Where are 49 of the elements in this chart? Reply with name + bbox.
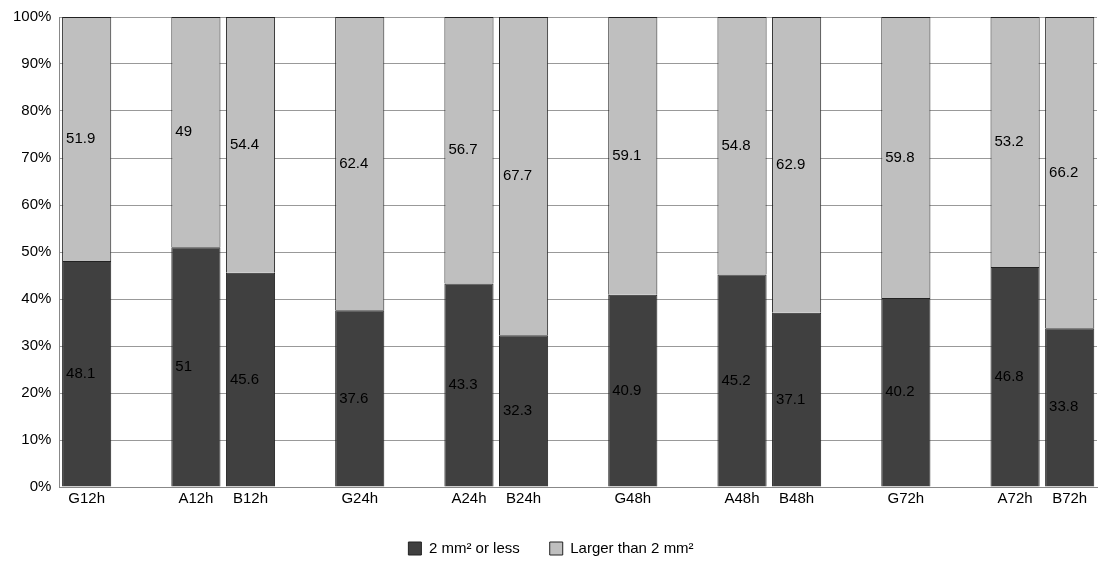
x-tick-label: G48h [614, 489, 652, 507]
x-tick-label: A12h [178, 489, 214, 507]
y-tick-label: 10% [21, 430, 52, 448]
y-tick-label: 0% [29, 477, 52, 495]
y-tick-label: 90% [21, 54, 52, 72]
data-label: 45.2 [721, 370, 751, 388]
x-tick-label: B12h [232, 489, 269, 507]
data-label: 49 [175, 122, 193, 140]
data-label: 45.6 [229, 369, 260, 387]
y-tick-label: 60% [21, 195, 52, 213]
legend-label: Larger than 2 mm² [570, 538, 694, 556]
data-label: 59.1 [612, 146, 642, 164]
y-tick-label: 40% [21, 289, 52, 307]
x-tick-label: A72h [997, 489, 1033, 507]
y-tick-label: 100% [12, 7, 52, 25]
x-tick-label: A48h [724, 489, 760, 507]
data-label: 37.1 [776, 389, 806, 407]
y-tick-label: 50% [21, 242, 52, 260]
data-label: 40.9 [612, 380, 642, 398]
data-label: 46.8 [994, 366, 1024, 384]
y-tick-label: 20% [21, 383, 52, 401]
x-tick-label: B48h [779, 489, 815, 507]
data-label: 33.8 [1049, 397, 1079, 415]
data-label: 59.8 [885, 147, 915, 165]
data-label: 43.3 [448, 375, 478, 393]
data-label: 54.8 [721, 135, 751, 153]
data-label: 51 [175, 357, 193, 375]
data-label: 62.9 [776, 154, 806, 172]
x-tick-label: G72h [887, 489, 925, 507]
x-tick-label: B24h [506, 489, 542, 507]
y-tick-label: 30% [21, 336, 52, 354]
x-tick-label: G24h [341, 489, 379, 507]
data-label: 37.6 [339, 388, 369, 406]
data-label: 54.4 [229, 134, 260, 152]
data-label: 66.2 [1049, 162, 1079, 180]
data-label: 62.4 [339, 153, 369, 171]
legend-label: 2 mm² or less [428, 538, 520, 556]
data-label: 48.1 [66, 363, 96, 381]
y-tick-label: 80% [21, 101, 52, 119]
y-tick-label: 70% [21, 148, 52, 166]
x-tick-label: B72h [1052, 489, 1088, 507]
x-tick-label: G12h [68, 489, 106, 507]
data-label: 56.7 [448, 140, 478, 158]
data-label: 32.3 [502, 400, 533, 418]
data-label: 67.7 [502, 166, 533, 184]
data-label: 53.2 [994, 132, 1024, 150]
data-label: 51.9 [66, 129, 96, 147]
data-label: 40.2 [885, 382, 915, 400]
x-tick-label: A24h [451, 489, 487, 507]
